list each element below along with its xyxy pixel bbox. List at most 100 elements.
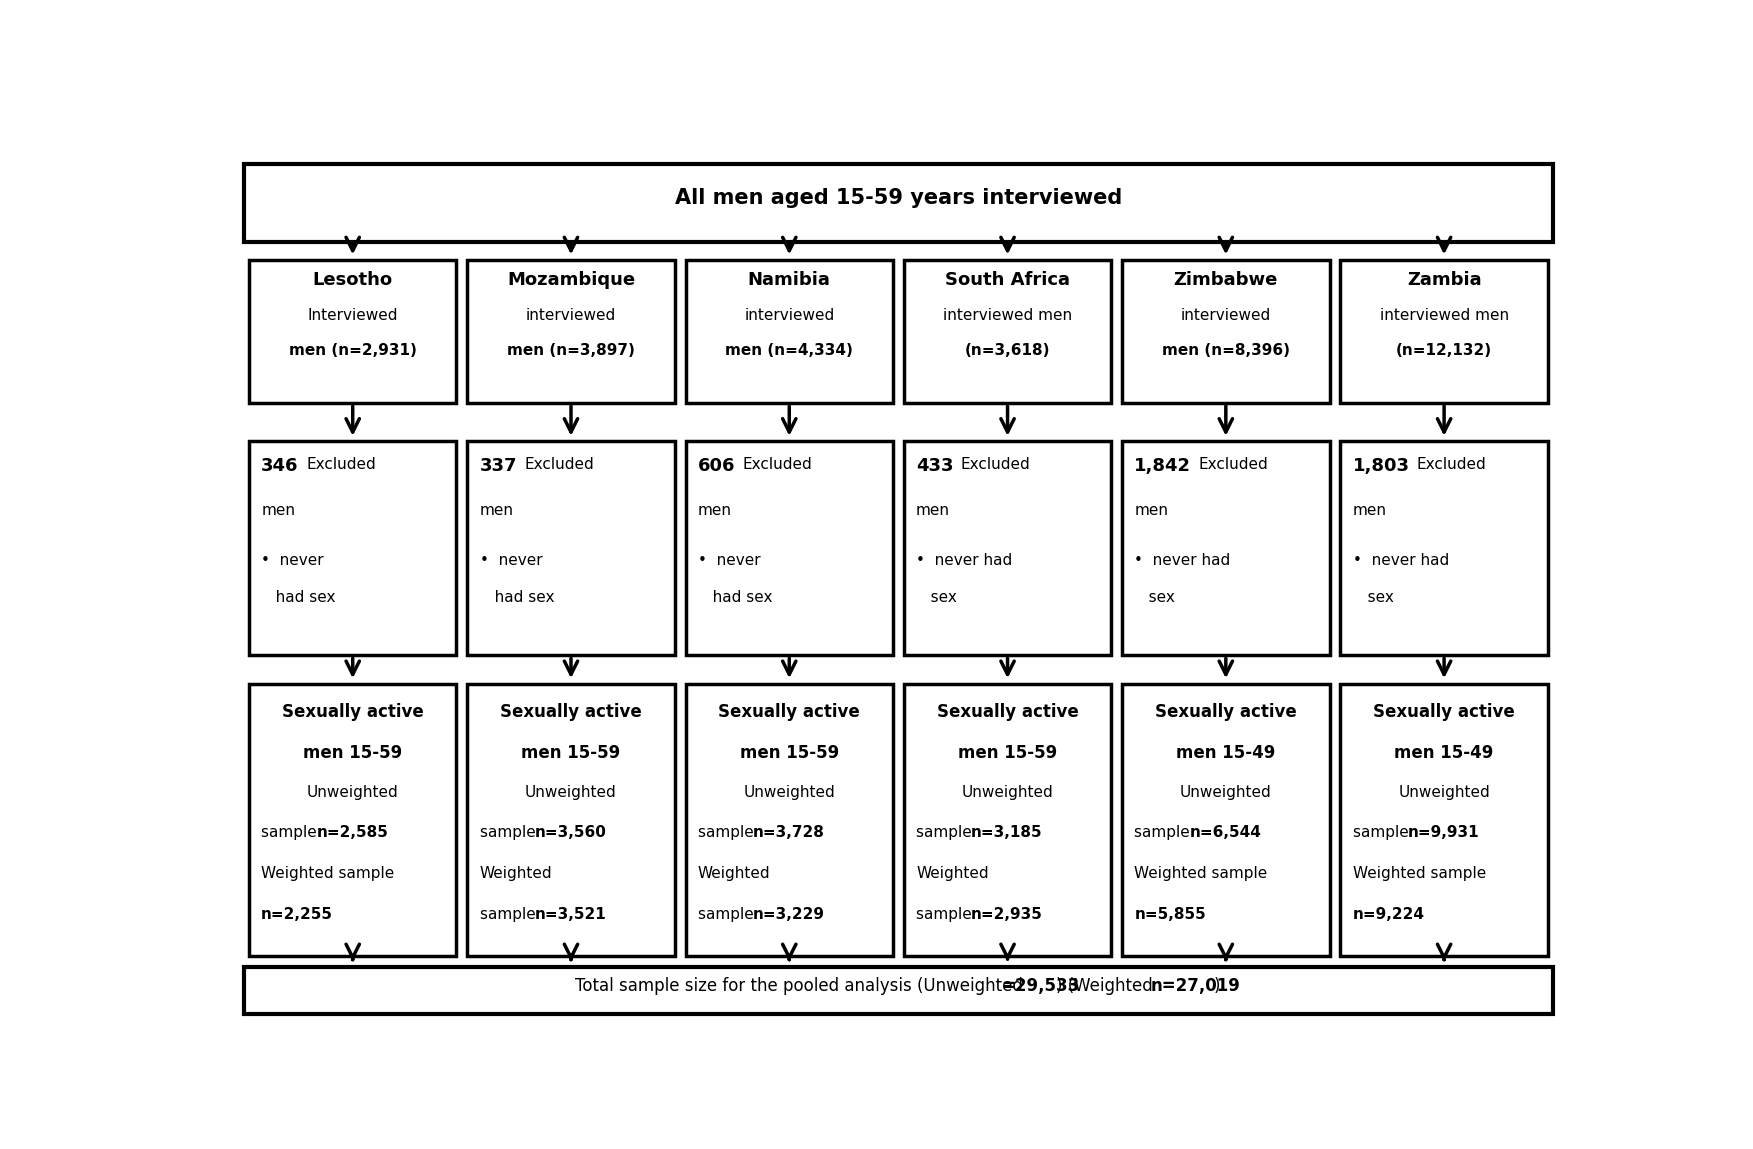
Text: •  never: • never [698,553,761,568]
Bar [905,260,1111,403]
Text: 606: 606 [698,457,735,476]
Text: Unweighted: Unweighted [962,785,1054,800]
Text: n=3,728: n=3,728 [754,825,826,840]
Text: men: men [917,503,950,518]
Text: men (n=2,931): men (n=2,931) [289,344,417,358]
Text: men 15-59: men 15-59 [303,743,403,762]
Text: Weighted: Weighted [698,866,770,881]
Text: sample: sample [1134,825,1196,840]
Text: interviewed men: interviewed men [1380,308,1509,323]
Bar [1122,684,1329,956]
Text: Unweighted: Unweighted [1399,785,1490,800]
Text: Weighted sample: Weighted sample [1134,866,1267,881]
Text: 433: 433 [917,457,954,476]
Text: n=6,544: n=6,544 [1190,825,1262,840]
Text: Sexually active: Sexually active [282,703,424,722]
Text: Weighted: Weighted [480,866,552,881]
Text: Interviewed: Interviewed [307,308,398,323]
Bar [249,260,456,403]
Text: (n=12,132): (n=12,132) [1395,344,1492,358]
Text: men 15-59: men 15-59 [740,743,840,762]
Text: sample: sample [1353,825,1413,840]
Text: men (n=3,897): men (n=3,897) [507,344,635,358]
Bar [685,260,892,403]
Bar [1122,260,1329,403]
Text: n=3,560: n=3,560 [535,825,607,840]
Text: ): ) [1213,977,1220,995]
Text: interviewed men: interviewed men [943,308,1073,323]
Text: men (n=8,396): men (n=8,396) [1162,344,1290,358]
Text: sample: sample [480,907,540,921]
Bar [244,966,1553,1013]
Text: Sexually active: Sexually active [1373,703,1515,722]
Text: Excluded: Excluded [524,457,594,472]
Text: men 15-59: men 15-59 [957,743,1057,762]
Text: n=9,931: n=9,931 [1408,825,1480,840]
Text: n=5,855: n=5,855 [1134,907,1206,921]
Bar [249,684,456,956]
Text: •  never had: • never had [1134,553,1231,568]
Text: Unweighted: Unweighted [743,785,834,800]
Text: •  never had: • never had [917,553,1011,568]
Text: All men aged 15-59 years interviewed: All men aged 15-59 years interviewed [675,188,1122,208]
Text: •  never had: • never had [1353,553,1450,568]
Text: Excluded: Excluded [1199,457,1267,472]
Text: men (n=4,334): men (n=4,334) [726,344,854,358]
Text: n=2,255: n=2,255 [261,907,333,921]
Text: =29,533: =29,533 [1001,977,1080,995]
Text: 346: 346 [261,457,298,476]
Text: Excluded: Excluded [307,457,375,472]
Text: 1,842: 1,842 [1134,457,1192,476]
Bar [1341,441,1548,655]
Text: interviewed: interviewed [1182,308,1271,323]
Text: had sex: had sex [698,589,773,606]
Text: •  never: • never [261,553,324,568]
Bar [468,260,675,403]
Text: Zambia: Zambia [1408,271,1481,288]
Text: sex: sex [1353,589,1394,606]
Text: Total sample size for the pooled analysis (Unweighted: Total sample size for the pooled analysi… [575,977,1029,995]
Text: Weighted sample: Weighted sample [261,866,394,881]
Text: sex: sex [1134,589,1175,606]
Text: men 15-59: men 15-59 [521,743,621,762]
Text: sample: sample [917,907,976,921]
Text: sample: sample [917,825,976,840]
Text: Unweighted: Unweighted [307,785,398,800]
Bar [905,441,1111,655]
Bar [1122,441,1329,655]
Text: Excluded: Excluded [961,457,1031,472]
Text: (n=3,618): (n=3,618) [964,344,1050,358]
Text: Sexually active: Sexually active [1155,703,1297,722]
Text: n=2,585: n=2,585 [316,825,387,840]
Text: Lesotho: Lesotho [312,271,393,288]
Text: men: men [261,503,295,518]
Bar [249,441,456,655]
Text: men: men [1134,503,1167,518]
Text: n=9,224: n=9,224 [1353,907,1425,921]
Text: 337: 337 [480,457,517,476]
Bar [468,441,675,655]
Text: Weighted: Weighted [917,866,989,881]
Text: sex: sex [917,589,957,606]
Text: n=3,185: n=3,185 [971,825,1043,840]
Text: Zimbabwe: Zimbabwe [1175,271,1278,288]
Text: sample: sample [480,825,540,840]
Bar [685,684,892,956]
Text: South Africa: South Africa [945,271,1069,288]
Text: n=3,229: n=3,229 [754,907,826,921]
Text: men 15-49: men 15-49 [1394,743,1494,762]
Bar [468,684,675,956]
Text: men: men [480,503,514,518]
Text: n=2,935: n=2,935 [971,907,1043,921]
Text: Namibia: Namibia [749,271,831,288]
Text: Weighted sample: Weighted sample [1353,866,1487,881]
Text: sample: sample [698,825,759,840]
Text: interviewed: interviewed [526,308,615,323]
Text: Excluded: Excluded [743,457,812,472]
Text: Unweighted: Unweighted [1180,785,1271,800]
Bar [685,441,892,655]
Text: sample: sample [698,907,759,921]
Text: sample: sample [261,825,323,840]
Bar [244,164,1553,242]
Bar [905,684,1111,956]
